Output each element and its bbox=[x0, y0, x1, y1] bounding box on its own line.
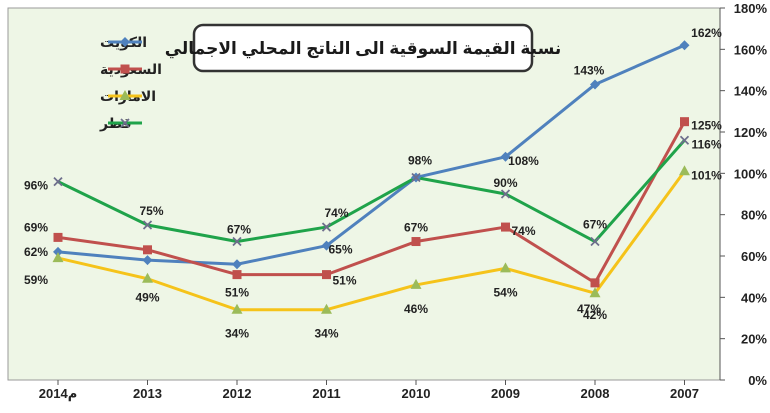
data-label-uae: 59% bbox=[24, 273, 48, 287]
y-tick-label: 120% bbox=[734, 125, 768, 140]
data-point-qatar bbox=[321, 222, 332, 232]
data-point-saudi bbox=[501, 222, 510, 232]
x-tick-label: 2013 bbox=[133, 386, 162, 401]
data-point-qatar bbox=[232, 236, 242, 247]
data-label-uae: 42% bbox=[583, 308, 607, 322]
data-point-saudi bbox=[590, 278, 600, 288]
data-label-kuwait: 162% bbox=[691, 26, 722, 40]
y-tick-label: 20% bbox=[741, 332, 767, 347]
data-point-kuwait bbox=[321, 240, 332, 251]
series-line-kuwait bbox=[57, 43, 686, 266]
data-label-uae: 34% bbox=[314, 327, 338, 341]
y-tick-label: 80% bbox=[741, 208, 767, 223]
data-point-qatar bbox=[590, 236, 600, 247]
data-label-uae: 54% bbox=[493, 285, 517, 299]
data-point-uae bbox=[410, 278, 422, 289]
data-label-uae: 49% bbox=[135, 291, 159, 305]
data-point-uae bbox=[52, 252, 64, 263]
legend-marker-qatar bbox=[120, 118, 130, 128]
x-tick-label: 2010 bbox=[402, 386, 431, 401]
y-tick-label: 100% bbox=[734, 166, 768, 181]
data-label-qatar: 96% bbox=[24, 179, 48, 193]
data-label-saudi: 51% bbox=[225, 286, 249, 300]
data-point-uae bbox=[142, 272, 153, 283]
x-tick-label: 2012 bbox=[223, 386, 252, 401]
data-label-uae: 46% bbox=[404, 302, 428, 316]
data-label-kuwait: 65% bbox=[328, 243, 352, 257]
data-point-saudi bbox=[143, 245, 152, 255]
chart-title: نسبة القيمة السوقية الى الناتج المحلي ال… bbox=[165, 39, 562, 59]
y-tick-label: 0% bbox=[748, 373, 767, 388]
data-label-qatar: 67% bbox=[227, 223, 251, 237]
x-tick-label: 2007 bbox=[670, 386, 699, 401]
data-point-uae bbox=[231, 303, 243, 314]
legend-marker-saudi bbox=[120, 64, 130, 74]
data-label-saudi: 69% bbox=[24, 220, 48, 234]
data-label-qatar: 75% bbox=[139, 204, 163, 218]
data-label-saudi: 47% bbox=[577, 302, 601, 316]
data-point-qatar bbox=[53, 176, 63, 187]
data-point-kuwait bbox=[53, 246, 63, 257]
data-point-qatar bbox=[142, 220, 153, 230]
series-line-qatar bbox=[57, 139, 686, 244]
series-line-uae bbox=[57, 170, 686, 312]
data-point-kuwait bbox=[590, 79, 600, 90]
data-point-saudi bbox=[53, 232, 63, 242]
data-point-saudi bbox=[680, 117, 689, 127]
data-label-qatar: 116% bbox=[691, 137, 721, 151]
data-label-saudi: 67% bbox=[404, 221, 428, 235]
y-tick-label: 40% bbox=[741, 290, 767, 305]
data-point-kuwait bbox=[679, 40, 690, 51]
x-tick-label: 2014م bbox=[39, 386, 77, 402]
data-label-kuwait: 143% bbox=[574, 63, 605, 77]
data-point-saudi bbox=[322, 270, 331, 280]
data-point-qatar bbox=[411, 172, 421, 183]
y-tick-label: 60% bbox=[741, 249, 767, 264]
y-tick-label: 160% bbox=[734, 42, 768, 57]
data-label-qatar: 90% bbox=[493, 176, 517, 190]
data-point-saudi bbox=[232, 270, 242, 280]
data-label-saudi: 74% bbox=[511, 224, 535, 238]
data-point-uae bbox=[321, 303, 332, 314]
data-label-qatar: 74% bbox=[324, 206, 348, 220]
data-point-kuwait bbox=[232, 259, 242, 270]
y-tick-label: 180% bbox=[734, 1, 768, 16]
data-label-qatar: 67% bbox=[583, 218, 607, 232]
data-point-uae bbox=[589, 287, 601, 298]
x-tick-label: 2008 bbox=[581, 386, 610, 401]
data-label-uae: 34% bbox=[225, 327, 249, 341]
series-line-saudi bbox=[57, 120, 686, 285]
data-label-qatar: 98% bbox=[408, 153, 432, 167]
x-tick-label: 2011 bbox=[312, 386, 340, 401]
data-point-kuwait bbox=[142, 255, 153, 266]
title-box bbox=[192, 23, 534, 73]
legend-marker-uae bbox=[119, 90, 131, 100]
data-label-kuwait: 108% bbox=[508, 154, 539, 168]
data-label-kuwait: 62% bbox=[24, 245, 48, 259]
x-tick-label: 2009 bbox=[491, 386, 520, 401]
data-label-uae: 101% bbox=[691, 168, 722, 182]
data-label-saudi: 51% bbox=[332, 274, 356, 288]
data-point-saudi bbox=[411, 237, 421, 247]
data-point-uae bbox=[500, 262, 511, 273]
data-point-uae bbox=[679, 165, 690, 176]
data-point-qatar bbox=[500, 189, 511, 199]
data-point-qatar bbox=[679, 135, 690, 145]
data-point-kuwait bbox=[500, 151, 511, 162]
legend-marker-kuwait bbox=[120, 37, 130, 47]
data-label-saudi: 125% bbox=[691, 119, 722, 133]
y-tick-label: 140% bbox=[734, 84, 768, 99]
